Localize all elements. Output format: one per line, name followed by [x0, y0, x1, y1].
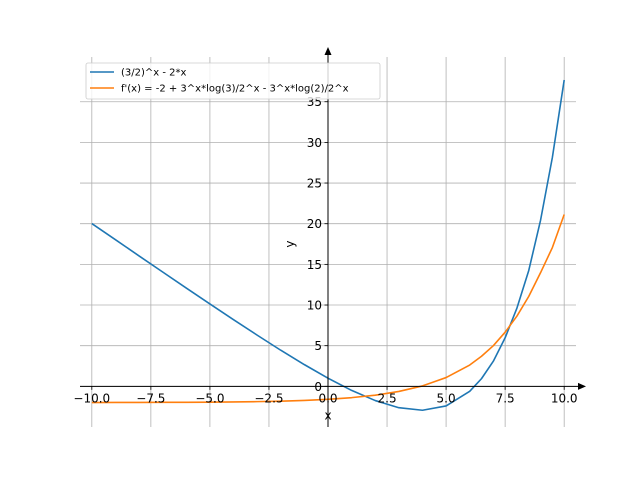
x-tick-label: −10.0 — [73, 391, 110, 405]
series-lines — [91, 79, 565, 412]
y-tick-label: 20 — [307, 217, 322, 231]
x-tick-label: 7.5 — [496, 391, 515, 405]
x-tick-label: 10.0 — [551, 391, 578, 405]
y-tick-label: 30 — [307, 136, 322, 150]
legend-frame — [85, 62, 381, 100]
y-axis-label: y — [283, 240, 297, 247]
y-tick-label: 10 — [307, 299, 322, 313]
x-tick-label: −7.5 — [136, 391, 165, 405]
legend: (3/2)^x - 2*x f'(x) = -2 + 3^x*log(3)/2^x… — [85, 62, 381, 100]
x-axis-arrow — [578, 382, 586, 390]
series-line-1 — [91, 79, 565, 412]
y-tick-label: 15 — [307, 258, 322, 272]
x-tick-label: 5.0 — [437, 391, 456, 405]
tick-labels: −10.0 −7.5 −5.0 −2.5 0.0 2.5 5.0 7.5 10.0 0 5 10 15 2… — [73, 95, 577, 405]
x-tick-label: −5.0 — [195, 391, 224, 405]
y-axis-arrow — [324, 47, 332, 55]
y-tick-label: 25 — [307, 177, 322, 191]
x-axis-label: x — [324, 408, 331, 422]
legend-label-2: f'(x) = -2 + 3^x*log(3)/2^x - 3^x*log(2)… — [121, 84, 349, 95]
x-tick-label: 0.0 — [318, 391, 337, 405]
series-line-2 — [91, 214, 565, 404]
axes — [80, 47, 586, 427]
legend-label-1: (3/2)^x - 2*x — [121, 68, 187, 79]
x-tick-label: −2.5 — [254, 391, 283, 405]
y-tick-label: 0 — [314, 380, 322, 394]
x-tick-label: 2.5 — [378, 391, 397, 405]
y-tick-label: 5 — [314, 339, 322, 353]
